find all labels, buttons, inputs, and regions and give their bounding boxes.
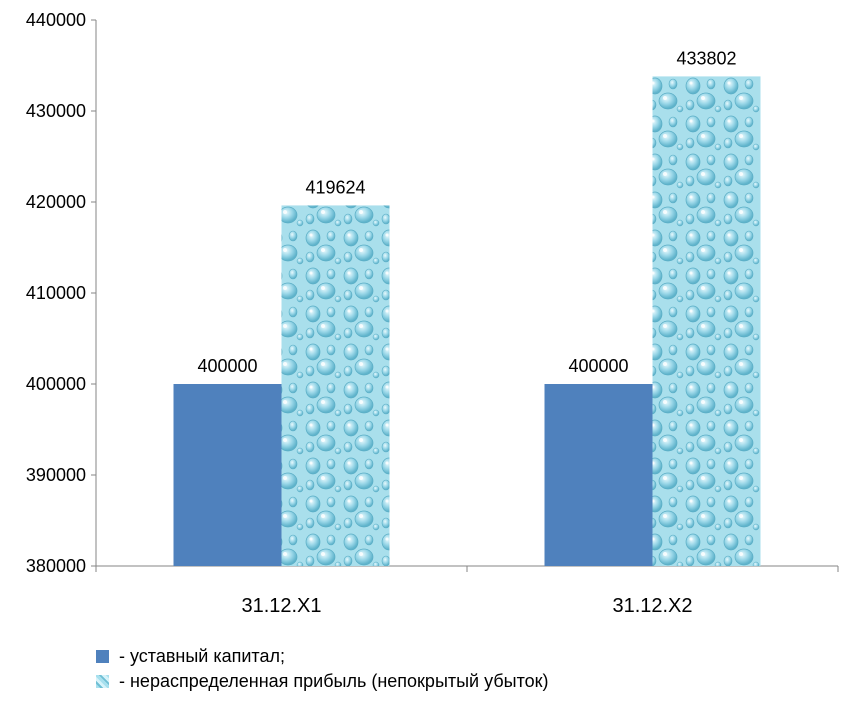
bar-series2-1 bbox=[281, 205, 390, 566]
legend-swatch-2 bbox=[96, 675, 109, 688]
data-label: 400000 bbox=[568, 356, 628, 376]
data-label: 433802 bbox=[676, 48, 736, 68]
y-tick-label: 390000 bbox=[26, 465, 86, 485]
y-tick-label: 400000 bbox=[26, 374, 86, 394]
legend: - уставный капитал; - нераспределенная п… bbox=[96, 644, 549, 694]
x-tick-label: 31.12.X2 bbox=[612, 595, 692, 617]
x-tick-label: 31.12.X1 bbox=[241, 595, 321, 617]
legend-swatch-1 bbox=[96, 650, 109, 663]
legend-item-1: - уставный капитал; bbox=[96, 644, 549, 669]
bar-series1-1 bbox=[173, 384, 282, 566]
bars bbox=[173, 76, 761, 567]
y-tick-label: 380000 bbox=[26, 556, 86, 576]
data-label: 400000 bbox=[197, 356, 257, 376]
y-tick-label: 410000 bbox=[26, 283, 86, 303]
bar-series2-2 bbox=[652, 76, 761, 567]
data-label: 419624 bbox=[305, 177, 365, 197]
data-labels: 400000 419624 400000 433802 bbox=[197, 48, 736, 376]
legend-item-2: - нераспределенная прибыль (непокрытый у… bbox=[96, 669, 549, 694]
legend-label-1: - уставный капитал; bbox=[119, 646, 285, 666]
y-tick-label: 420000 bbox=[26, 192, 86, 212]
y-tick-label: 430000 bbox=[26, 101, 86, 121]
y-tick-label: 440000 bbox=[26, 10, 86, 30]
bar-series1-2 bbox=[544, 384, 653, 566]
legend-label-2: - нераспределенная прибыль (непокрытый у… bbox=[119, 671, 549, 691]
axes: 380000 390000 400000 410000 420000 430000 4400… bbox=[26, 10, 839, 617]
